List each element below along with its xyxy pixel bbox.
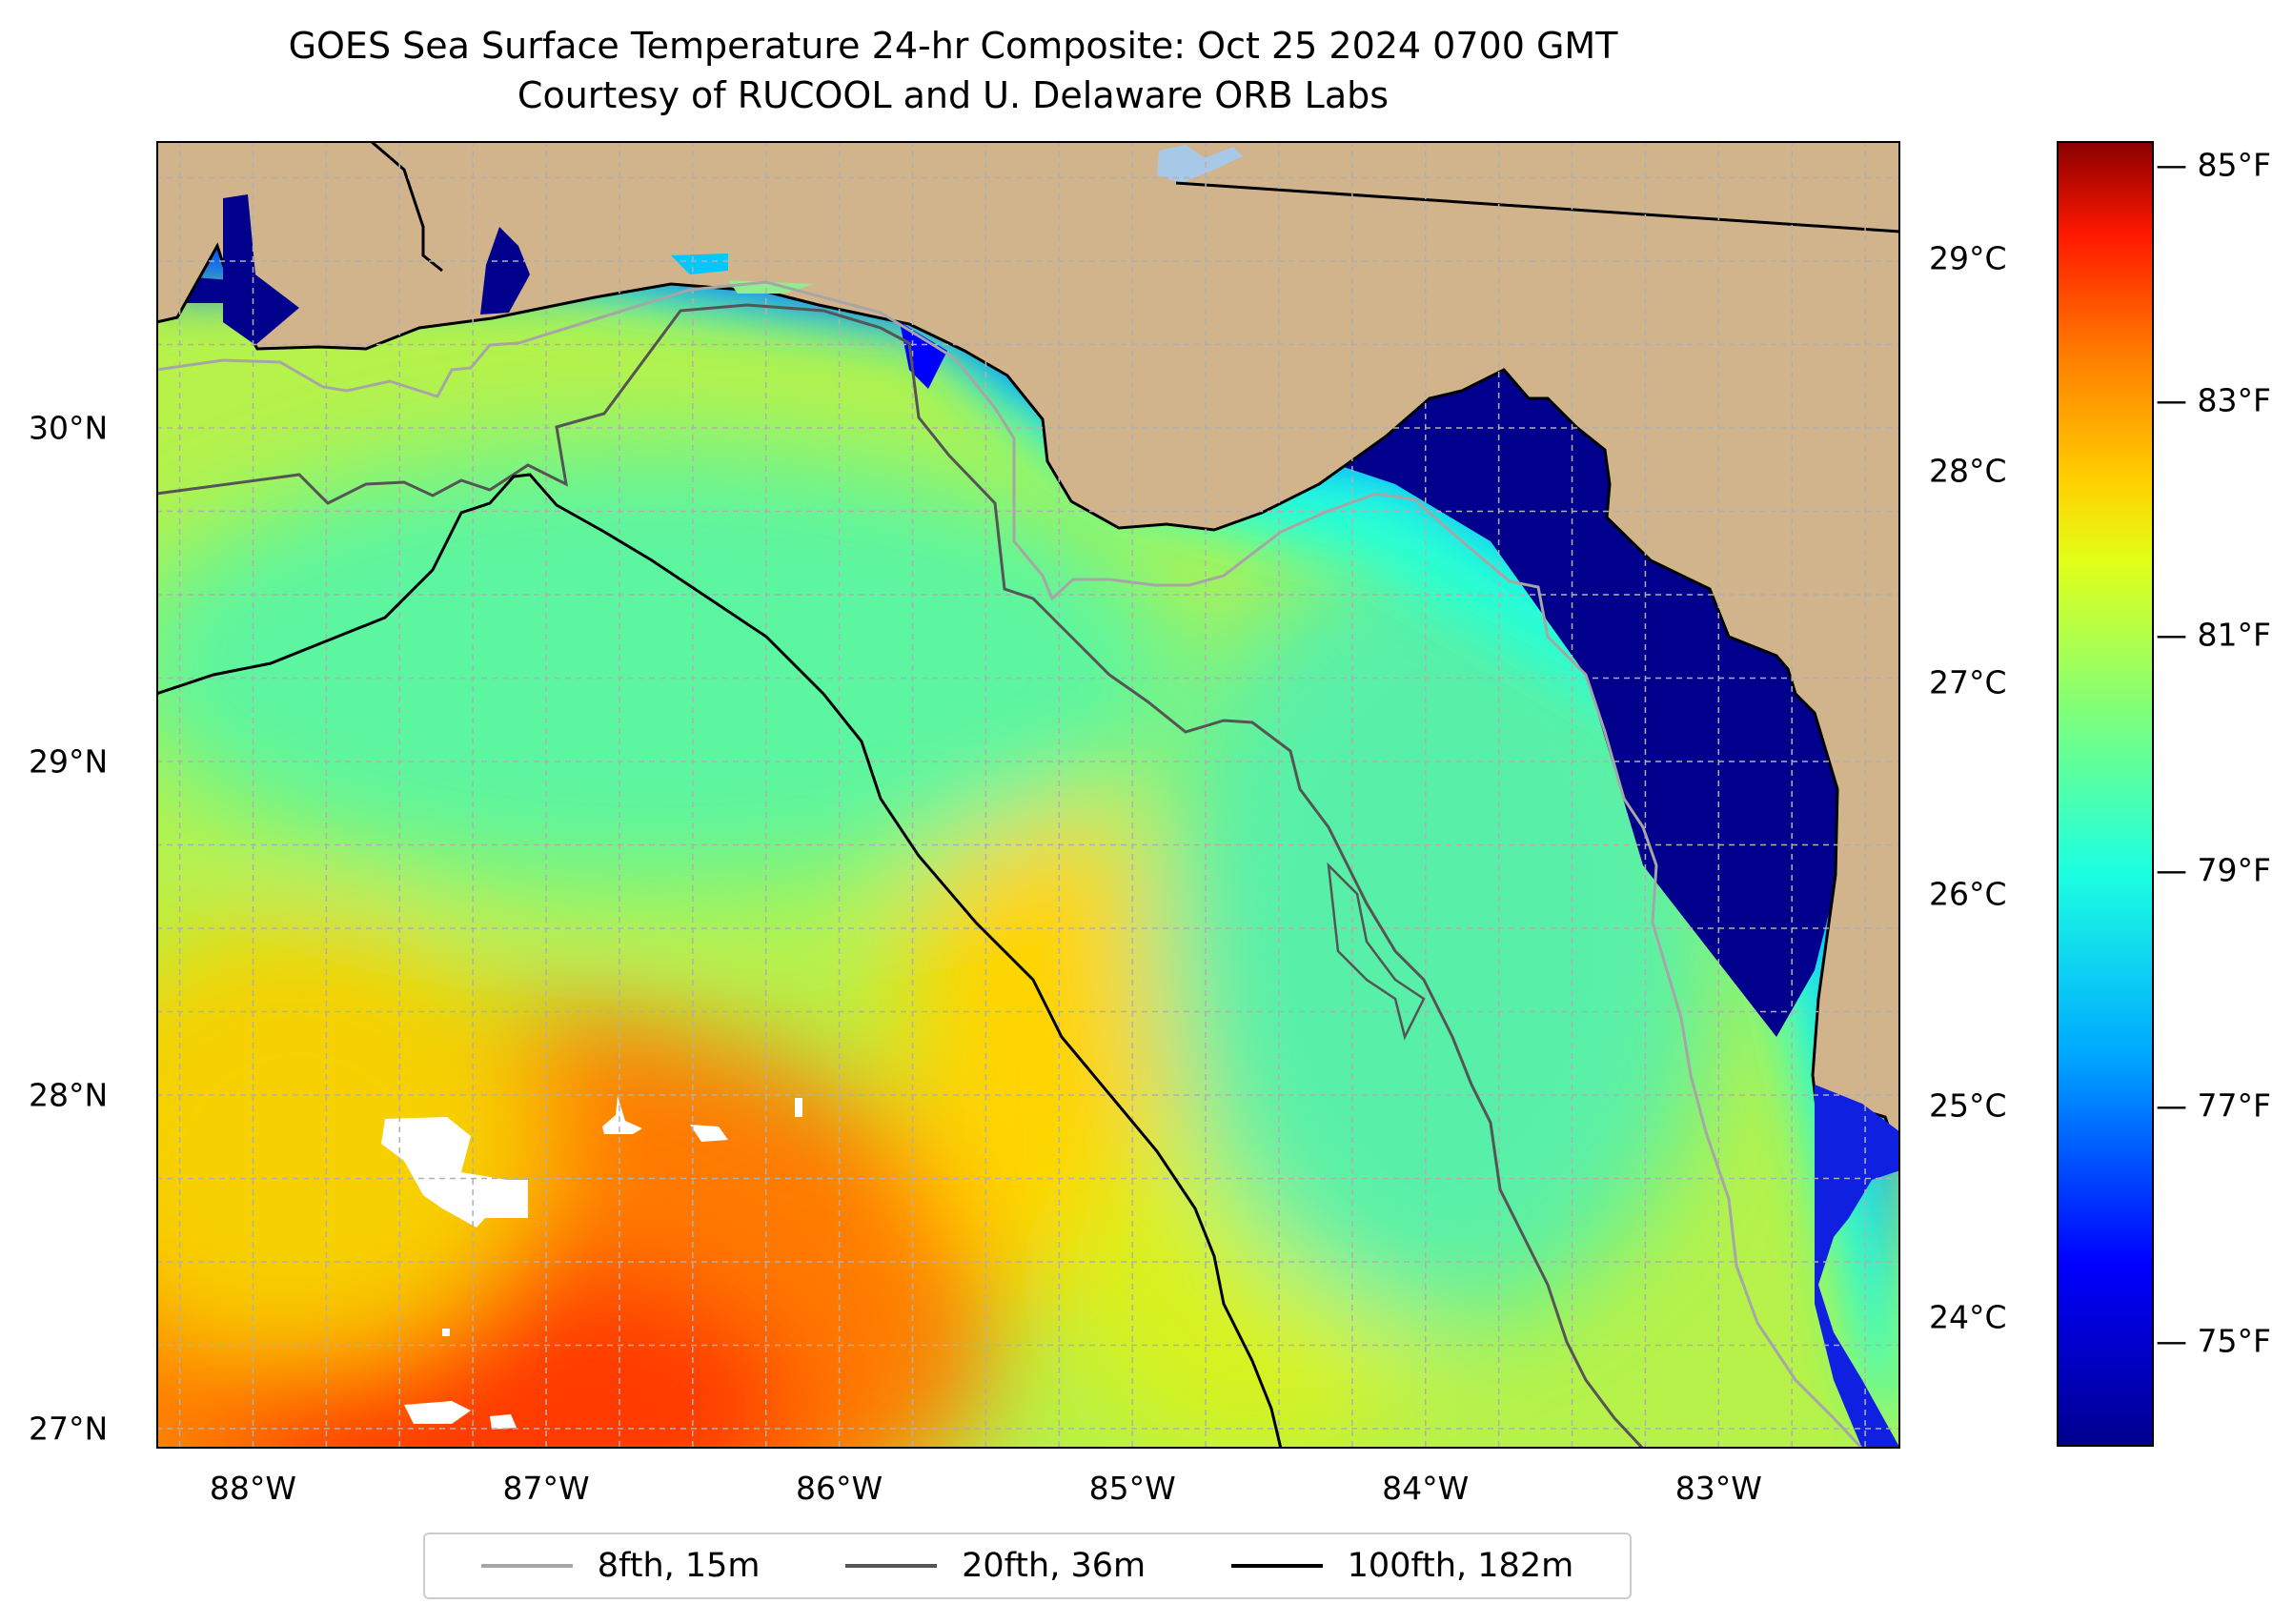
fahrenheit-tick-label: — 75°F — [2156, 1322, 2271, 1360]
graticule — [156, 141, 1900, 1449]
legend-label-100fth: 100fth, 182m — [1347, 1547, 1574, 1585]
title-line-2: Courtesy of RUCOOL and U. Delaware ORB L… — [517, 74, 1390, 116]
fahrenheit-tick-label: — 85°F — [2156, 146, 2271, 184]
lat-tick-label: 30°N — [29, 409, 109, 447]
title-line-1: GOES Sea Surface Temperature 24-hr Compo… — [288, 25, 1618, 67]
lon-tick-label: 85°W — [1088, 1470, 1176, 1507]
legend-item-20fth: 20fth, 36m — [845, 1547, 1146, 1585]
sst-map[interactable] — [156, 141, 1900, 1449]
isobath-legend: 8fth, 15m 20fth, 36m 100fth, 182m — [423, 1533, 1632, 1599]
legend-label-8fth: 8fth, 15m — [597, 1547, 761, 1585]
lon-tick-label: 83°W — [1674, 1470, 1762, 1507]
lon-tick-label: 87°W — [502, 1470, 590, 1507]
isobath-182m — [156, 473, 1283, 1449]
celsius-tick-label: 28°C — [1929, 452, 2007, 490]
lat-tick-label: 28°N — [29, 1076, 109, 1114]
isobath-15m — [156, 280, 1864, 1449]
state-boundary — [1175, 181, 1900, 233]
fahrenheit-tick-label: — 79°F — [2156, 851, 2271, 889]
sst-map-canvas — [156, 141, 1900, 1449]
chart-title: GOES Sea Surface Temperature 24-hr Compo… — [0, 21, 1906, 120]
legend-label-20fth: 20fth, 36m — [962, 1547, 1146, 1585]
no-data-patches — [381, 1096, 802, 1430]
celsius-tick-label: 27°C — [1929, 663, 2007, 701]
isobath-36m — [156, 303, 1645, 1449]
legend-item-8fth: 8fth, 15m — [480, 1547, 761, 1585]
lon-tick-label: 88°W — [209, 1470, 297, 1507]
lon-tick-label: 84°W — [1382, 1470, 1470, 1507]
fahrenheit-tick-label: — 81°F — [2156, 616, 2271, 654]
legend-swatch-8fth — [480, 1564, 573, 1568]
legend-item-100fth: 100fth, 182m — [1230, 1547, 1574, 1585]
temperature-colorbar — [2057, 141, 2154, 1447]
lat-tick-label: 27°N — [29, 1410, 109, 1448]
fahrenheit-tick-label: — 77°F — [2156, 1086, 2271, 1125]
celsius-tick-label: 25°C — [1929, 1086, 2007, 1125]
lon-tick-label: 86°W — [796, 1470, 883, 1507]
legend-swatch-20fth — [845, 1564, 938, 1568]
fahrenheit-tick-label: — 83°F — [2156, 381, 2271, 419]
legend-swatch-100fth — [1230, 1564, 1323, 1568]
celsius-tick-label: 29°C — [1929, 239, 2007, 277]
celsius-tick-label: 24°C — [1929, 1298, 2007, 1336]
lat-tick-label: 29°N — [29, 742, 109, 781]
isobath-36m-shoals — [1327, 862, 1426, 1041]
celsius-tick-label: 26°C — [1929, 875, 2007, 913]
